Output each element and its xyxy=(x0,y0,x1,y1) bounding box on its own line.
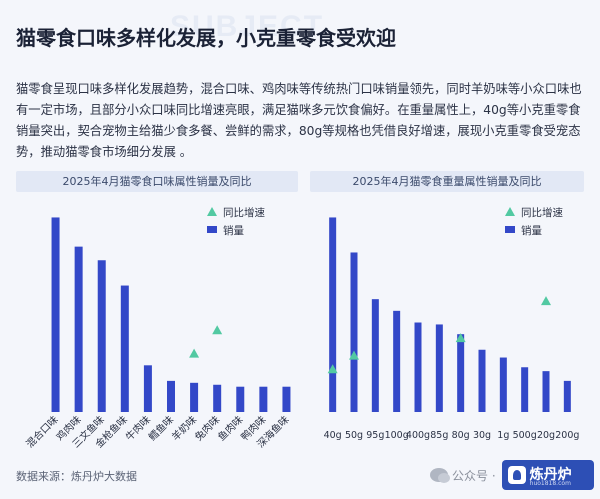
bar xyxy=(329,217,337,412)
x-tick-label: 兔肉味 xyxy=(192,413,222,443)
bar xyxy=(74,246,83,412)
bar xyxy=(259,386,268,412)
growth-marker xyxy=(541,296,551,306)
bar xyxy=(143,365,152,412)
x-tick-label: 混合口味 xyxy=(23,413,60,450)
growth-marker xyxy=(189,348,200,358)
x-tick-label: 20g xyxy=(537,430,555,441)
logo-url: huo1818.com xyxy=(529,480,571,487)
bar xyxy=(371,299,379,412)
legend-marker-icon xyxy=(505,207,515,216)
growth-marker xyxy=(349,350,359,360)
brand-logo: 炼丹炉 huo1818.com xyxy=(501,460,594,490)
bar xyxy=(499,357,507,412)
bar xyxy=(120,285,129,412)
bar xyxy=(282,386,291,412)
bar xyxy=(435,324,443,412)
weight-chart-title: 2025年4月猫零食重量属性销量及同比 xyxy=(310,171,584,192)
page-title: 猫零食口味多样化发展，小克重零食受欢迎 xyxy=(16,26,396,50)
x-tick-label: 鱼肉味 xyxy=(215,413,245,443)
bar xyxy=(457,334,465,412)
bar xyxy=(51,217,60,412)
x-tick-label: 1g xyxy=(497,430,509,441)
x-tick-label: 羊奶味 xyxy=(169,413,199,443)
legend-bar-icon xyxy=(505,226,515,233)
bar xyxy=(542,371,550,412)
x-tick-label: 30g xyxy=(473,430,491,441)
legend-sales-label: 销量 xyxy=(223,224,244,237)
flavor-chart-title: 2025年4月猫零食口味属性销量及同比 xyxy=(16,171,298,192)
growth-marker xyxy=(212,325,223,335)
x-tick-label: 80g xyxy=(452,430,470,441)
x-tick-label: 85g xyxy=(430,430,448,441)
x-tick-label: 鳕鱼味 xyxy=(146,413,176,443)
x-tick-label: 400g xyxy=(406,430,430,441)
bar xyxy=(236,386,245,412)
legend-bar-icon xyxy=(207,226,217,233)
x-tick-label: 95g xyxy=(366,430,384,441)
x-tick-label: 40g xyxy=(324,430,342,441)
growth-marker xyxy=(455,333,466,343)
bar xyxy=(190,382,199,412)
x-tick-label: 牛肉味 xyxy=(123,413,153,443)
bar xyxy=(213,384,222,412)
x-tick-label: 100g xyxy=(385,430,409,441)
bar xyxy=(350,252,358,412)
wechat-label: 公众号 · xyxy=(452,468,496,483)
logo-name: 炼丹炉 xyxy=(529,467,572,483)
x-tick-label: 200g xyxy=(555,430,579,441)
legend-growth-label: 同比增速 xyxy=(223,206,265,219)
footer-branding: 公众号 · 炼丹炉 huo1818.com xyxy=(430,460,594,490)
bar xyxy=(97,260,106,412)
bar xyxy=(563,380,571,412)
summary-paragraph: 猫零食呈现口味多样化发展趋势，混合口味、鸡肉味等传统热门口味销量领先，同时羊奶味… xyxy=(16,82,582,159)
growth-marker xyxy=(327,364,338,374)
x-tick-label: 50g xyxy=(345,430,363,441)
wechat-icon xyxy=(430,468,450,483)
legend-sales-label: 销量 xyxy=(521,224,542,237)
bar xyxy=(521,367,529,412)
data-source: 数据来源：炼丹炉大数据 xyxy=(16,470,137,483)
legend-growth-label: 同比增速 xyxy=(521,206,563,219)
bar xyxy=(393,310,401,412)
bar xyxy=(478,349,486,412)
furnace-logo-icon xyxy=(507,466,526,484)
x-tick-label: 500g xyxy=(513,430,537,441)
legend-marker-icon xyxy=(207,207,217,216)
bar xyxy=(167,380,175,412)
bar xyxy=(414,322,422,412)
